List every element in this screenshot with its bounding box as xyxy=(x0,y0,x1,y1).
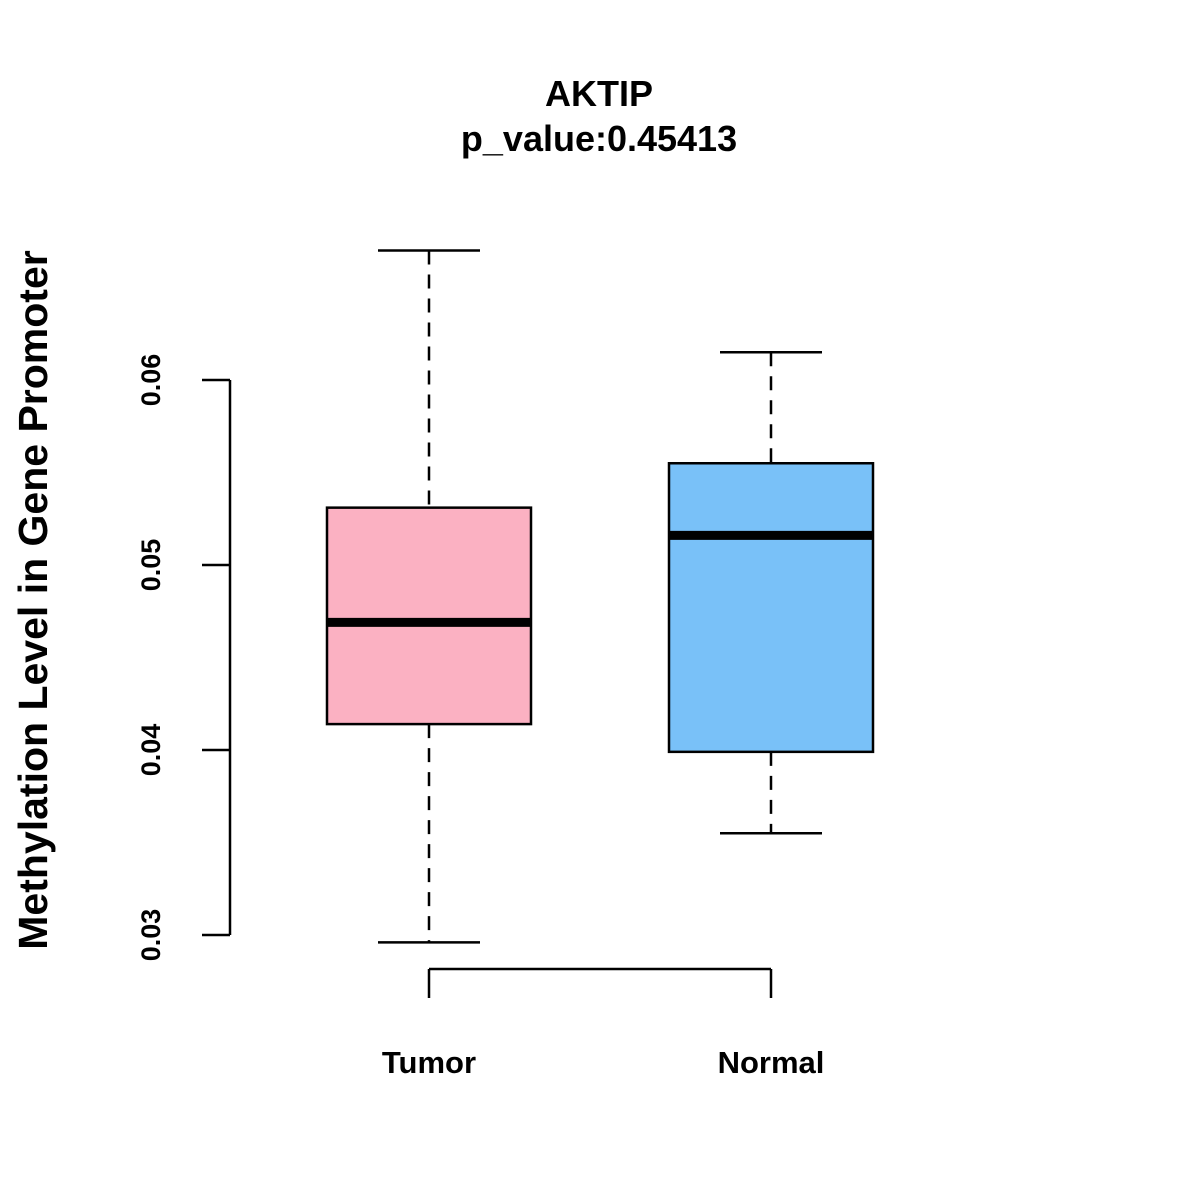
y-tick-label: 0.06 xyxy=(136,354,166,407)
boxes-group xyxy=(325,249,875,944)
chart-title: AKTIP xyxy=(545,73,653,114)
x-tick-label-normal: Normal xyxy=(718,1045,825,1080)
x-tick-labels: Tumor Normal xyxy=(382,1045,824,1080)
x-tick-label-tumor: Tumor xyxy=(382,1045,476,1080)
box-tumor xyxy=(325,249,533,944)
iqr-box xyxy=(325,506,533,726)
y-tick-label: 0.05 xyxy=(136,539,166,592)
y-tick-label: 0.04 xyxy=(136,724,166,777)
iqr-box xyxy=(667,462,875,754)
y-tick-label: 0.03 xyxy=(136,909,166,962)
chart-subtitle: p_value:0.45413 xyxy=(461,118,737,159)
y-axis: 0.03 0.04 0.05 0.06 xyxy=(136,354,232,962)
box-normal xyxy=(667,351,875,835)
y-axis-label: Methylation Level in Gene Promoter xyxy=(10,250,56,949)
x-axis-bracket xyxy=(427,967,773,998)
